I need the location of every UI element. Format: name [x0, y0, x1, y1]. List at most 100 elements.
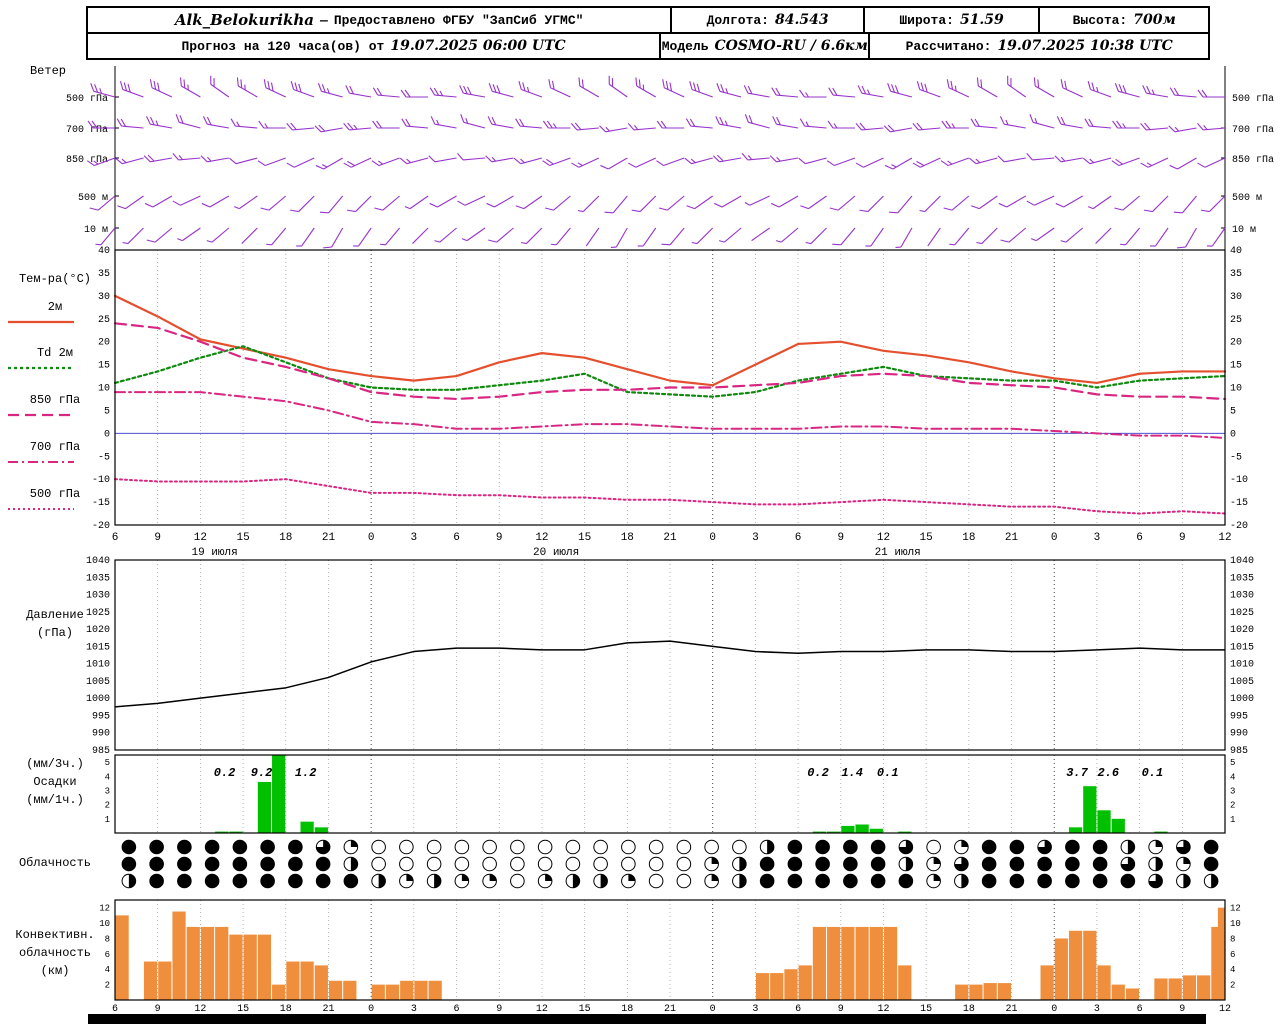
- svg-text:25: 25: [1230, 315, 1242, 326]
- model-cell: Модель COSMO-RU / 6.6км: [659, 34, 868, 58]
- calc-cell: Рассчитано: 19.07.2025 10:38 UTC: [868, 34, 1208, 58]
- svg-text:6: 6: [1136, 532, 1143, 544]
- svg-text:1.4: 1.4: [841, 766, 863, 780]
- svg-text:20 июля: 20 июля: [533, 547, 579, 559]
- svg-text:0.2: 0.2: [807, 766, 829, 780]
- svg-text:1: 1: [105, 815, 110, 825]
- svg-text:12: 12: [536, 1004, 548, 1015]
- station-cell: Alk_Belokurikha — Предоставлено ФГБУ "За…: [88, 8, 670, 32]
- svg-text:21 июля: 21 июля: [875, 547, 921, 559]
- svg-text:9: 9: [1179, 532, 1186, 544]
- svg-text:850 гПа: 850 гПа: [1232, 155, 1274, 166]
- svg-text:5: 5: [104, 406, 110, 417]
- svg-text:6: 6: [112, 532, 119, 544]
- svg-text:9: 9: [837, 532, 844, 544]
- wind-panel-title: Ветер: [29, 64, 66, 78]
- svg-text:8: 8: [105, 934, 110, 944]
- svg-text:500 м: 500 м: [78, 193, 108, 204]
- svg-text:12: 12: [1230, 904, 1241, 914]
- header-row-2: Прогноз на 120 часа(ов) от 19.07.2025 06…: [88, 32, 1208, 58]
- svg-text:9: 9: [496, 532, 503, 544]
- svg-text:35: 35: [1230, 269, 1242, 280]
- svg-text:1015: 1015: [86, 642, 110, 653]
- svg-text:12: 12: [194, 1004, 206, 1015]
- svg-text:10: 10: [99, 919, 110, 929]
- svg-text:990: 990: [1230, 729, 1248, 740]
- svg-text:3: 3: [1230, 786, 1235, 796]
- svg-text:15: 15: [98, 361, 110, 372]
- svg-text:12: 12: [1218, 532, 1231, 544]
- svg-text:1010: 1010: [86, 660, 110, 671]
- svg-text:6: 6: [795, 1004, 801, 1015]
- svg-text:3.7: 3.7: [1066, 766, 1088, 780]
- svg-text:3: 3: [411, 1004, 417, 1015]
- calc-time: 19.07.2025 10:38 UTC: [997, 38, 1173, 54]
- svg-text:2: 2: [105, 981, 110, 991]
- svg-text:0: 0: [368, 532, 375, 544]
- svg-text:21: 21: [1006, 1004, 1018, 1015]
- svg-text:0: 0: [1051, 1004, 1057, 1015]
- calc-label: Рассчитано:: [905, 38, 992, 54]
- svg-text:6: 6: [453, 532, 460, 544]
- svg-text:-10: -10: [92, 475, 110, 486]
- svg-text:-15: -15: [92, 498, 110, 509]
- temp-panel-title: Тем-ра(°C): [18, 272, 91, 286]
- svg-text:12: 12: [877, 532, 890, 544]
- svg-text:0.1: 0.1: [877, 766, 899, 780]
- svg-text:21: 21: [1005, 532, 1019, 544]
- svg-text:995: 995: [1230, 711, 1248, 722]
- svg-text:1025: 1025: [1230, 608, 1254, 619]
- altitude-value: 700м: [1133, 12, 1176, 28]
- conv-panel-units: (км): [40, 964, 70, 978]
- svg-text:10: 10: [1230, 384, 1242, 395]
- svg-text:6: 6: [1230, 950, 1235, 960]
- svg-text:1.2: 1.2: [295, 766, 317, 780]
- cloud-panel-title: Облачность: [18, 856, 91, 870]
- svg-text:-5: -5: [98, 452, 110, 463]
- conv-panel-title-1: Конвективн.: [15, 928, 95, 942]
- svg-text:3: 3: [411, 532, 418, 544]
- svg-text:4: 4: [1230, 772, 1235, 782]
- svg-text:4: 4: [105, 965, 110, 975]
- forecast-label: Прогноз на 120 часа(ов) от: [181, 38, 385, 54]
- pressure-panel-units: (гПа): [36, 626, 73, 640]
- svg-text:19 июля: 19 июля: [192, 547, 238, 559]
- svg-text:4: 4: [1230, 965, 1235, 975]
- svg-text:3: 3: [1094, 1004, 1100, 1015]
- svg-text:1025: 1025: [86, 608, 110, 619]
- svg-text:15: 15: [236, 532, 249, 544]
- svg-text:25: 25: [98, 315, 110, 326]
- svg-text:21: 21: [322, 1004, 334, 1015]
- svg-text:1035: 1035: [1230, 573, 1254, 584]
- svg-text:500 гПа: 500 гПа: [66, 94, 108, 105]
- provider-name: Предоставлено ФГБУ "ЗапСиб УГМС": [333, 12, 584, 28]
- svg-text:1000: 1000: [86, 694, 110, 705]
- svg-text:9: 9: [154, 532, 161, 544]
- svg-text:2.6: 2.6: [1098, 766, 1120, 780]
- model-name: COSMO-RU / 6.6км: [714, 38, 868, 54]
- station-name: Alk_Belokurikha: [174, 11, 314, 29]
- header: Alk_Belokurikha — Предоставлено ФГБУ "За…: [86, 6, 1210, 60]
- svg-text:1015: 1015: [1230, 642, 1254, 653]
- svg-text:9: 9: [838, 1004, 844, 1015]
- svg-text:15: 15: [237, 1004, 249, 1015]
- svg-text:15: 15: [578, 532, 591, 544]
- svg-text:2: 2: [105, 801, 110, 811]
- svg-text:18: 18: [962, 532, 975, 544]
- svg-text:21: 21: [664, 1004, 676, 1015]
- forecast-cell: Прогноз на 120 часа(ов) от 19.07.2025 06…: [88, 34, 659, 58]
- legend-label-t850: 850 гПа: [29, 393, 81, 407]
- svg-text:-15: -15: [1230, 498, 1248, 509]
- latitude-cell: Широта: 51.59: [862, 8, 1039, 32]
- altitude-cell: Высота: 700м: [1038, 8, 1208, 32]
- legend-label-t2m: 2м: [47, 300, 63, 314]
- svg-text:1005: 1005: [86, 677, 110, 688]
- svg-text:10 м: 10 м: [84, 225, 108, 236]
- svg-text:700 гПа: 700 гПа: [1232, 125, 1274, 136]
- svg-text:18: 18: [621, 532, 634, 544]
- svg-text:9.2: 9.2: [251, 766, 273, 780]
- svg-text:2: 2: [1230, 981, 1235, 991]
- pressure-panel-title: Давление: [26, 608, 84, 622]
- svg-text:985: 985: [1230, 746, 1248, 757]
